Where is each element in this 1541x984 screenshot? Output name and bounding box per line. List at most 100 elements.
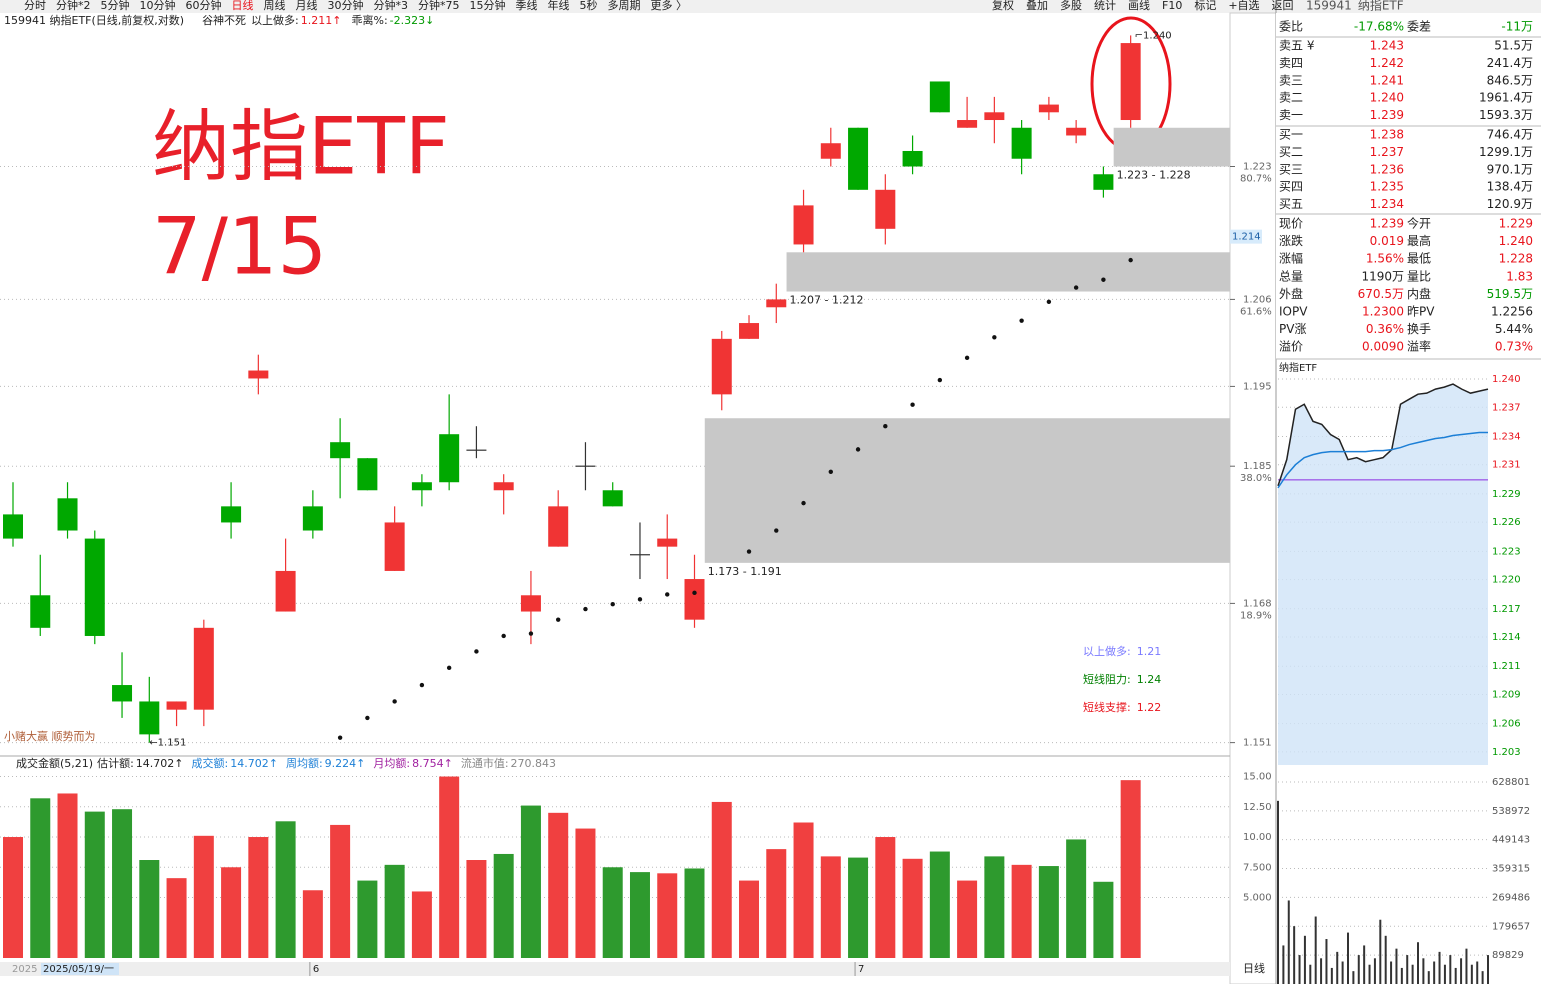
- legend-value: 1.22: [1137, 701, 1162, 714]
- x-tick-label: 6: [313, 964, 319, 975]
- zone-label: 1.173 - 1.191: [708, 565, 782, 578]
- volume-bar: [248, 837, 269, 958]
- stat-label: 换手: [1407, 322, 1431, 336]
- book-label: 卖五 ¥: [1279, 39, 1315, 53]
- sar-dot: [556, 617, 561, 622]
- candle-body: [139, 701, 160, 735]
- volume-bar: [30, 798, 51, 958]
- intraday-title: 纳指ETF: [1279, 361, 1317, 374]
- toolbar-tab: 多周期: [608, 0, 641, 12]
- volume-info-value: 270.843: [511, 757, 557, 770]
- intraday-volume-bar: [1406, 955, 1409, 984]
- book-label: 买二: [1279, 145, 1303, 159]
- candle-body: [684, 579, 705, 620]
- volume-bar: [984, 856, 1005, 958]
- volume-bar: [112, 809, 133, 958]
- intraday-volume-bar: [1352, 971, 1355, 984]
- volume-bar: [602, 867, 623, 958]
- sar-dot: [528, 631, 534, 636]
- volume-bar: [902, 858, 923, 958]
- intraday-volume-bar: [1411, 964, 1414, 984]
- above-value: 1.211↑: [301, 14, 342, 27]
- stat-value: 670.5万: [1358, 287, 1404, 301]
- y-tick-label: 449143: [1492, 835, 1530, 846]
- book-label: 卖四: [1279, 56, 1303, 70]
- volume-bar: [275, 821, 296, 958]
- volume-info-label: 周均额:: [286, 757, 323, 770]
- candle-body: [848, 127, 869, 190]
- volume-bar: [439, 776, 460, 958]
- sar-dot: [883, 424, 888, 429]
- sar-dot: [828, 469, 833, 475]
- stat-value: 5.44%: [1495, 322, 1533, 336]
- candle-body: [984, 112, 1005, 121]
- intraday-volume-bar: [1481, 971, 1484, 984]
- intraday-volume-bar: [1293, 926, 1296, 984]
- x-tick-label: 2025/05/19/一: [43, 964, 114, 975]
- intraday-volume-bar: [1384, 935, 1387, 984]
- zone-label: 1.207 - 1.212: [790, 294, 864, 307]
- candle-body: [602, 490, 623, 507]
- stat-label: 内盘: [1407, 286, 1431, 301]
- toolbar-tab: 30分钟: [328, 0, 364, 12]
- candle-body: [357, 458, 378, 491]
- stat-label: 溢价: [1279, 340, 1303, 354]
- y-tick-label: 359315: [1492, 864, 1530, 875]
- candle-body: [30, 595, 51, 628]
- sar-dot: [992, 335, 997, 340]
- intraday-volume-bar: [1438, 951, 1441, 984]
- above-label: 以上做多:: [251, 13, 299, 27]
- zone-label: 1.223 - 1.228: [1117, 168, 1191, 181]
- candle-body: [575, 465, 596, 467]
- candle-body: [84, 538, 105, 636]
- price-zone: [786, 252, 1230, 292]
- y-pct-label: 38.0%: [1240, 473, 1272, 484]
- stat-label: 现价: [1279, 217, 1303, 231]
- sar-dot: [1101, 277, 1106, 282]
- cursor-price-box: [1230, 229, 1262, 244]
- toolbar-button: 统计: [1094, 0, 1116, 12]
- toolbar-button: 画线: [1128, 0, 1150, 12]
- price-zone: [1113, 127, 1230, 167]
- stat-value: 1.56%: [1366, 252, 1404, 266]
- y-tick-label: 1.229: [1492, 489, 1521, 500]
- cursor-price: 1.214: [1232, 232, 1261, 243]
- candle-body: [629, 554, 650, 556]
- toolbar-tab: 10分钟: [140, 0, 176, 12]
- book-label: 买三: [1279, 162, 1303, 176]
- intraday-volume-bar: [1368, 964, 1371, 984]
- stat-label: 涨幅: [1279, 251, 1303, 266]
- volume-title: 成交金额(5,21): [16, 756, 93, 770]
- book-label: 卖三: [1279, 73, 1303, 87]
- stat-label: 昨PV: [1407, 305, 1435, 319]
- stat-label: 外盘: [1279, 286, 1303, 301]
- candle-body: [330, 442, 351, 459]
- toolbar-button: +自选: [1228, 0, 1259, 12]
- stat-label: 今开: [1407, 216, 1431, 231]
- candle-body: [193, 627, 214, 710]
- candle-body: [1038, 104, 1059, 113]
- candle-body: [957, 120, 978, 128]
- candle-body: [439, 434, 460, 483]
- volume-bar: [1011, 864, 1032, 958]
- stat-label: PV涨: [1279, 321, 1306, 336]
- y-tick-label: 1.209: [1492, 689, 1521, 700]
- y-tick-label: 1.217: [1492, 604, 1521, 615]
- intraday-volume-bar: [1454, 967, 1457, 984]
- candle-body: [657, 538, 678, 547]
- volume-bar: [466, 860, 487, 958]
- volume-bar: [357, 880, 378, 958]
- y-tick-label: 1.206: [1243, 294, 1272, 305]
- candle-body: [739, 323, 760, 339]
- book-price: 1.234: [1370, 197, 1404, 211]
- y-tick-label: 7.500: [1243, 862, 1272, 873]
- volume-bar: [793, 822, 814, 958]
- volume-bar: [1093, 881, 1114, 958]
- candle-body: [384, 522, 405, 571]
- volume-bar: [1066, 839, 1087, 958]
- volume-info-label: 月均额:: [373, 757, 410, 770]
- volume-info-value: 9.224↑: [325, 757, 366, 770]
- volume-bar: [875, 837, 896, 958]
- volume-bar: [493, 853, 514, 958]
- book-volume: 746.4万: [1487, 128, 1533, 142]
